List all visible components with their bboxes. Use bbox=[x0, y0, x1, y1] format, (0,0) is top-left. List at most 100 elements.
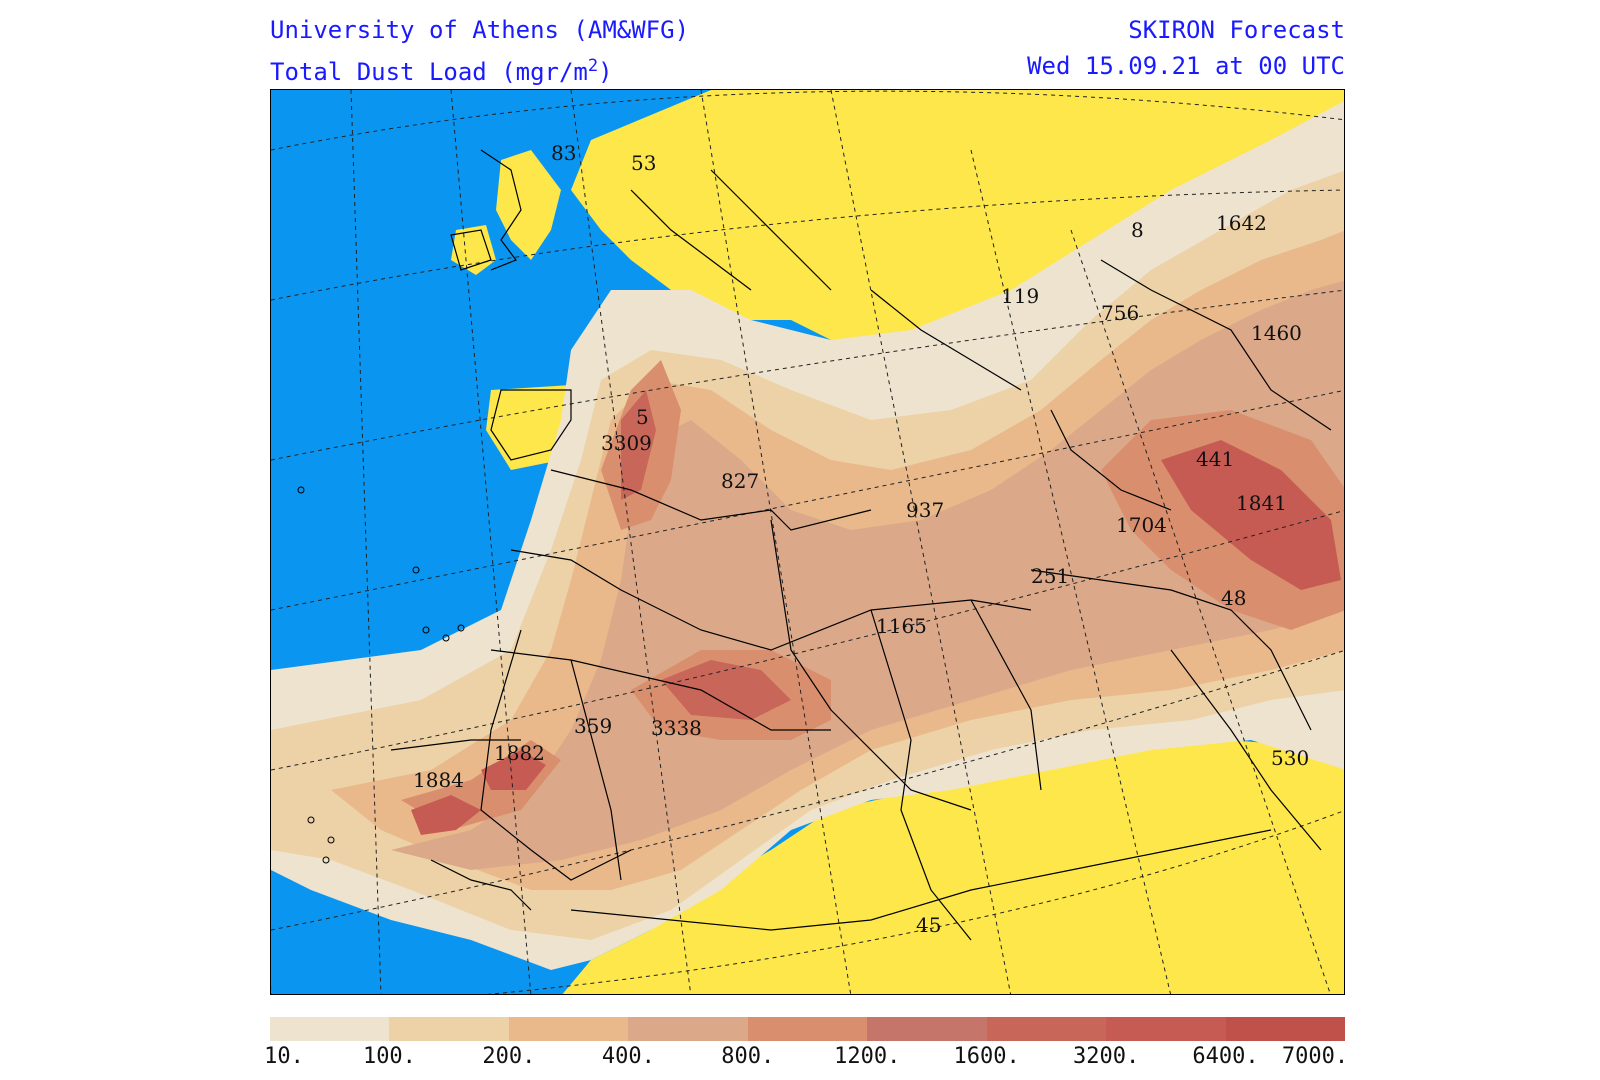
header-left: University of Athens (AM&WFG) Total Dust… bbox=[270, 12, 689, 90]
legend-swatch bbox=[270, 1017, 390, 1041]
border-line bbox=[430, 859, 532, 911]
island bbox=[327, 836, 335, 844]
parallel-line bbox=[271, 289, 1344, 461]
model-title: SKIRON Forecast bbox=[1128, 16, 1345, 44]
legend-swatch bbox=[508, 1017, 629, 1041]
island bbox=[297, 486, 305, 494]
label-937: 937 bbox=[906, 498, 944, 522]
label-530: 530 bbox=[1271, 746, 1309, 770]
label-45: 45 bbox=[916, 913, 941, 937]
meridian-line bbox=[570, 90, 692, 994]
legend-swatch bbox=[747, 1017, 868, 1041]
parallel-line bbox=[271, 90, 1344, 151]
legend-swatch bbox=[867, 1017, 988, 1041]
border-line bbox=[490, 389, 572, 461]
border-line bbox=[1050, 409, 1172, 511]
border-line bbox=[510, 549, 1032, 651]
dust-map: 83 53 8 1642 119 756 1460 5 3309 827 441… bbox=[270, 89, 1345, 995]
parallel-line bbox=[271, 389, 1344, 611]
border-line bbox=[570, 829, 1272, 931]
label-5: 5 bbox=[636, 405, 649, 429]
label-1704: 1704 bbox=[1116, 513, 1167, 537]
border-line bbox=[480, 629, 632, 881]
border-line bbox=[450, 229, 492, 271]
dust-contours bbox=[271, 101, 1344, 970]
border-line bbox=[710, 169, 832, 291]
border-line bbox=[970, 599, 1042, 791]
label-3338: 3338 bbox=[651, 716, 702, 740]
legend-tick-label: 1200. bbox=[834, 1044, 901, 1069]
island bbox=[322, 856, 330, 864]
label-756: 756 bbox=[1101, 301, 1139, 325]
border-line bbox=[1170, 649, 1322, 851]
legend-tick-label: 800. bbox=[721, 1044, 775, 1069]
legend-swatch bbox=[1225, 1017, 1346, 1041]
meridian-line bbox=[970, 149, 1172, 994]
legend-tick-label: 100. bbox=[362, 1044, 416, 1069]
label-8: 8 bbox=[1131, 218, 1144, 242]
legend-swatch bbox=[628, 1017, 749, 1041]
label-1882: 1882 bbox=[494, 741, 545, 765]
label-1884: 1884 bbox=[413, 768, 464, 792]
legend-tick-label: 400. bbox=[601, 1044, 655, 1069]
border-line bbox=[870, 289, 1022, 391]
parallel-line bbox=[271, 510, 1344, 771]
label-83: 83 bbox=[551, 141, 576, 165]
meridian-line bbox=[1070, 229, 1331, 994]
product-title-exponent: 2 bbox=[587, 56, 599, 76]
border-line bbox=[550, 469, 872, 531]
legend-tick-label: 6400. bbox=[1192, 1044, 1259, 1069]
border-line bbox=[570, 659, 622, 881]
institution-title: University of Athens (AM&WFG) bbox=[270, 16, 690, 44]
parallel-line bbox=[271, 650, 1344, 931]
island bbox=[422, 626, 430, 634]
border-line bbox=[1100, 259, 1332, 431]
meridian-line bbox=[700, 90, 852, 994]
label-1165: 1165 bbox=[876, 614, 927, 638]
legend-swatch bbox=[389, 1017, 510, 1041]
island bbox=[412, 566, 420, 574]
dust-map-canvas: 83 53 8 1642 119 756 1460 5 3309 827 441… bbox=[271, 90, 1344, 994]
product-title-suffix: ) bbox=[598, 58, 613, 86]
meridian-line bbox=[350, 90, 382, 994]
border-line bbox=[480, 149, 522, 271]
label-1841: 1841 bbox=[1236, 491, 1287, 515]
header-right: SKIRON Forecast Wed 15.09.21 at 00 UTC bbox=[1027, 12, 1345, 84]
island bbox=[457, 624, 465, 632]
legend-tick-label: 200. bbox=[482, 1044, 536, 1069]
label-827: 827 bbox=[721, 469, 759, 493]
label-48: 48 bbox=[1221, 586, 1246, 610]
border-line bbox=[1030, 569, 1312, 731]
value-labels: 83 53 8 1642 119 756 1460 5 3309 827 441… bbox=[413, 141, 1309, 937]
legend-tick-label: 10. bbox=[264, 1044, 304, 1069]
island bbox=[307, 816, 315, 824]
islands bbox=[297, 486, 465, 864]
label-251: 251 bbox=[1031, 564, 1069, 588]
legend-tick-label: 7000. bbox=[1281, 1044, 1349, 1069]
label-1642: 1642 bbox=[1216, 211, 1267, 235]
color-legend bbox=[270, 1017, 1346, 1041]
border-line bbox=[770, 519, 972, 811]
label-1460: 1460 bbox=[1251, 321, 1302, 345]
legend-swatch bbox=[1106, 1017, 1227, 1041]
parallel-line bbox=[486, 810, 1344, 994]
graticule bbox=[271, 90, 1344, 994]
island bbox=[442, 634, 450, 642]
label-359: 359 bbox=[574, 714, 612, 738]
country-borders bbox=[390, 149, 1332, 941]
product-title-prefix: Total Dust Load (mgr/m bbox=[270, 58, 588, 86]
legend-swatch bbox=[986, 1017, 1107, 1041]
parallel-line bbox=[271, 189, 1344, 301]
no-dust-land bbox=[451, 90, 1344, 994]
border-line bbox=[490, 649, 831, 731]
legend-tick-label: 3200. bbox=[1072, 1044, 1140, 1069]
border-line bbox=[870, 609, 972, 941]
meridian-line bbox=[830, 90, 1012, 994]
product-title: Total Dust Load (mgr/m2) bbox=[270, 48, 689, 90]
border-line bbox=[630, 189, 752, 291]
legend-tick-label: 1600. bbox=[953, 1044, 1020, 1069]
label-53: 53 bbox=[631, 151, 656, 175]
label-441: 441 bbox=[1196, 447, 1234, 471]
label-3309: 3309 bbox=[601, 431, 652, 455]
valid-time: Wed 15.09.21 at 00 UTC bbox=[1027, 52, 1345, 80]
